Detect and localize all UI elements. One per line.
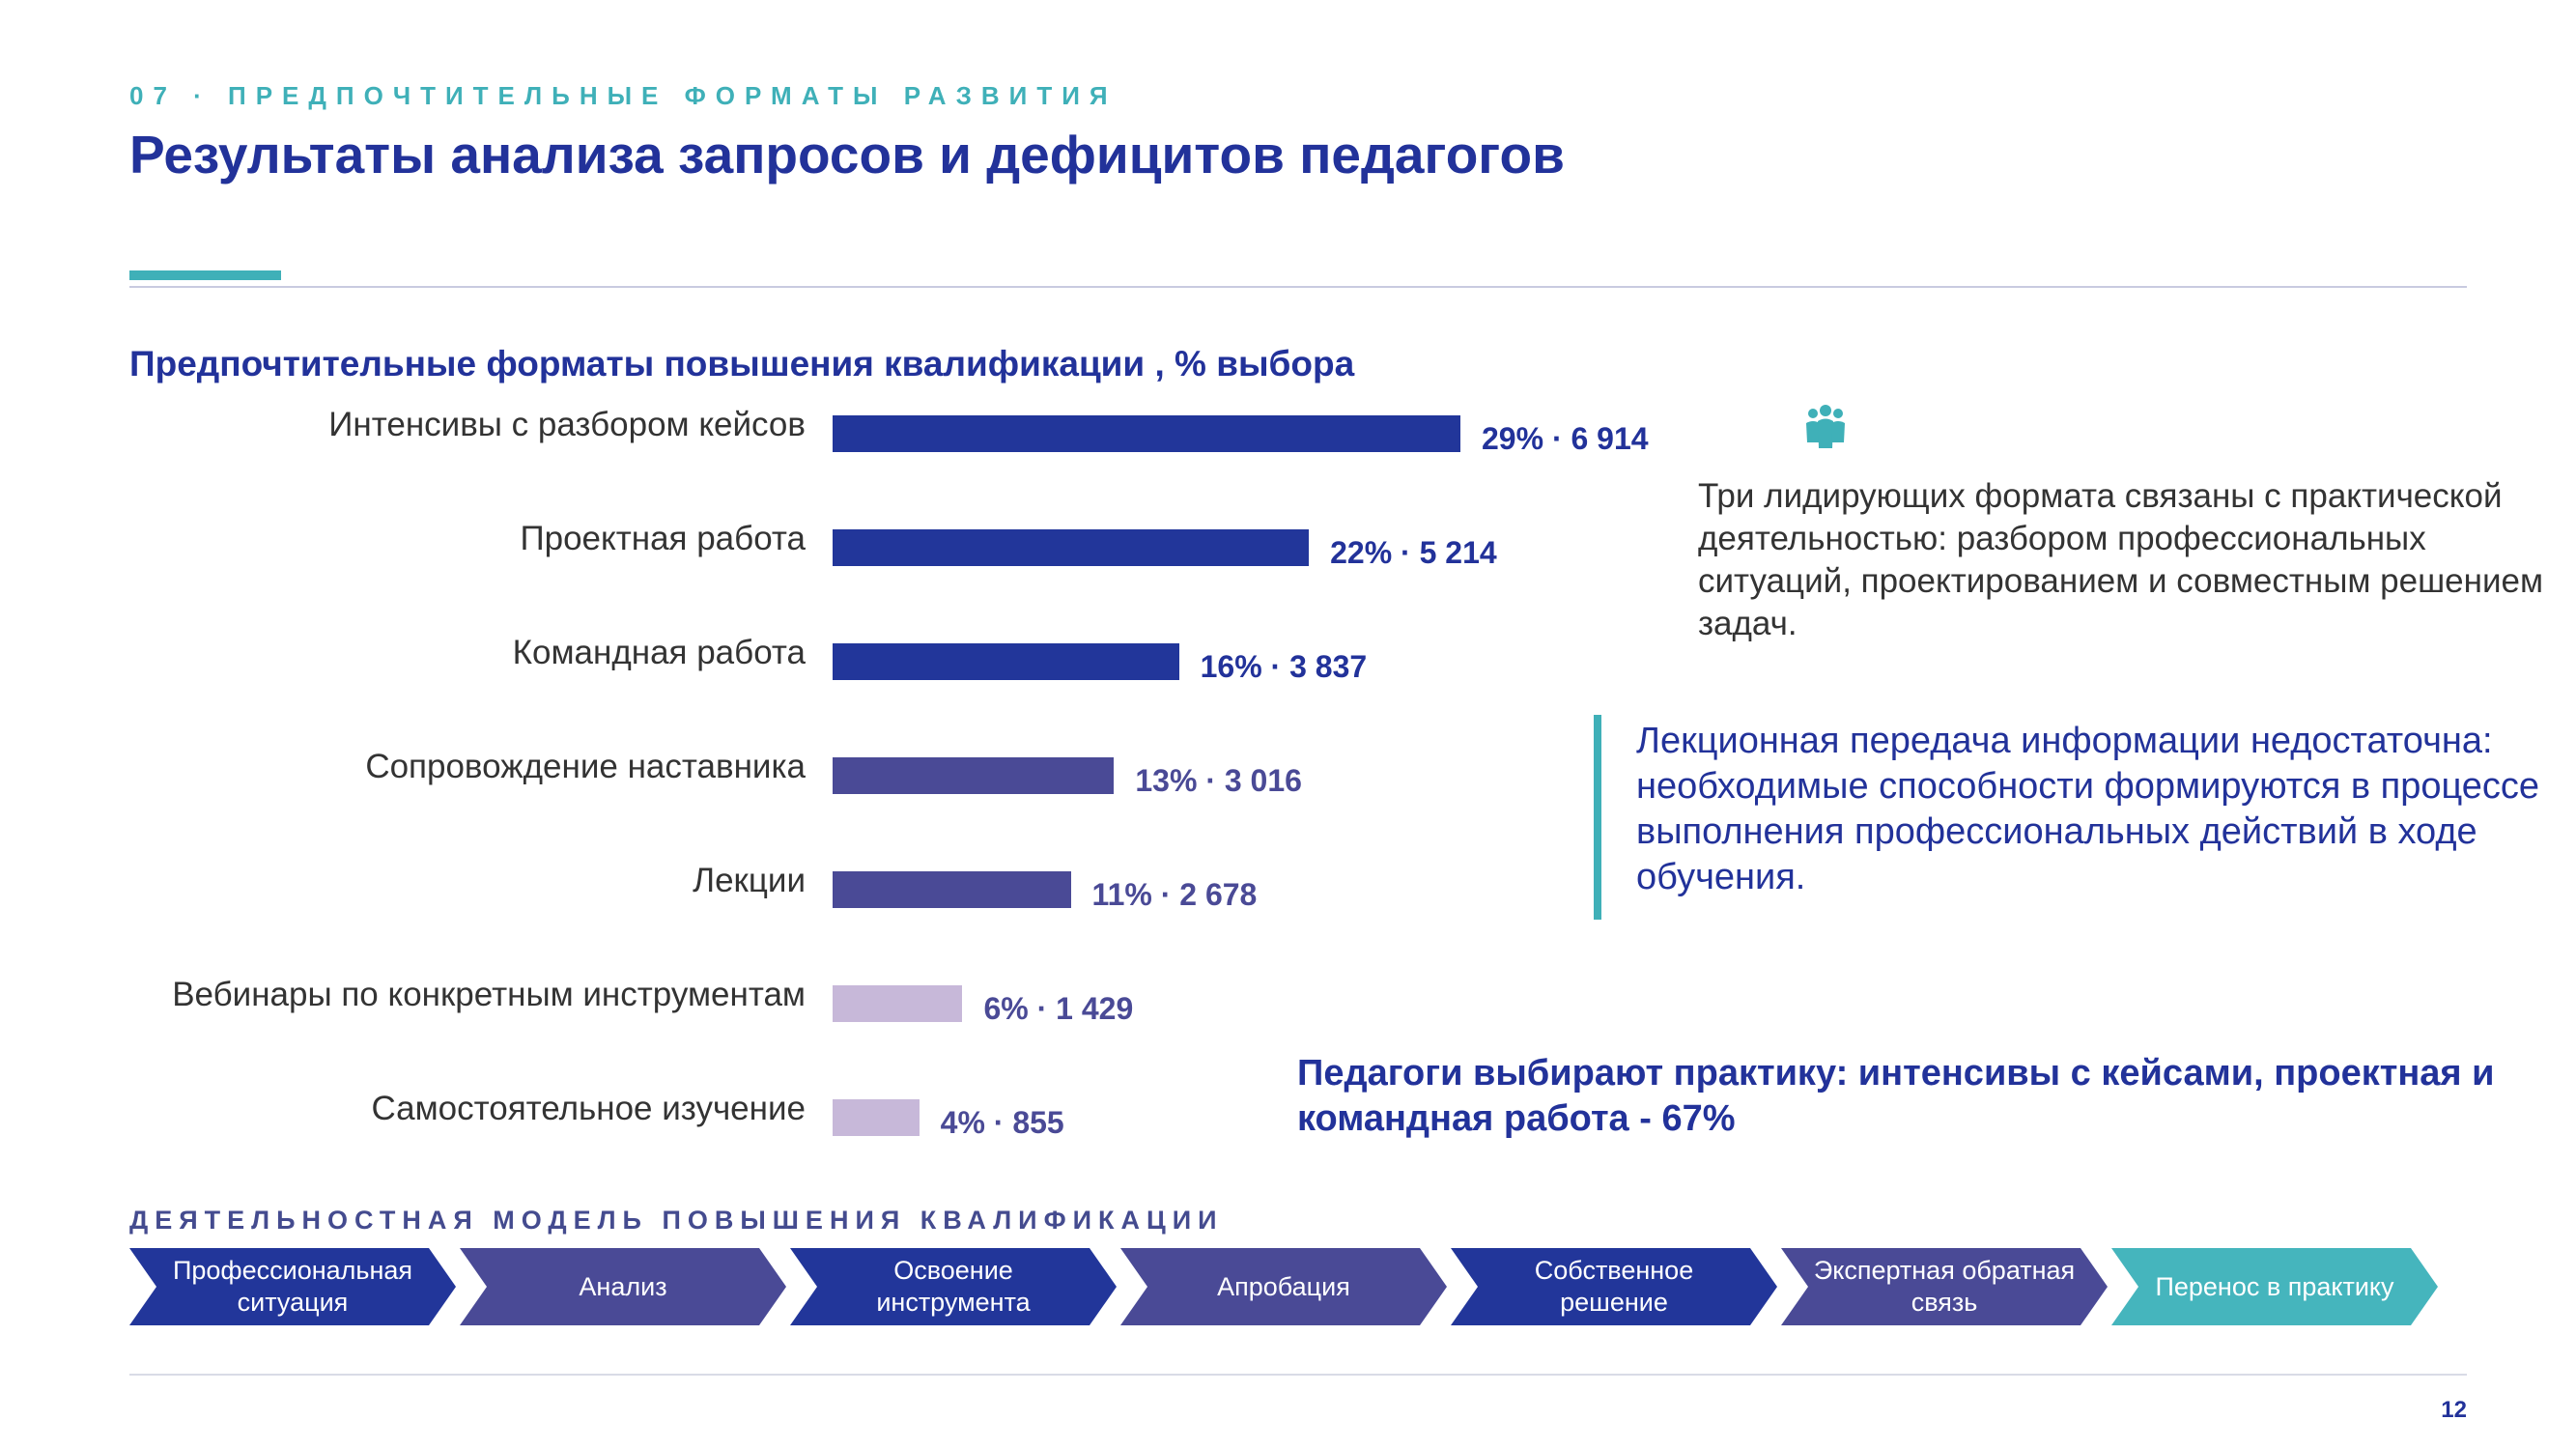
chart-title: Предпочтительные форматы повышения квали… bbox=[129, 344, 1355, 384]
conclusion-text: Педагоги выбирают практику: интенсивы с … bbox=[1297, 1053, 2495, 1139]
category-label: Интенсивы с разбором кейсов bbox=[328, 406, 806, 443]
bar bbox=[833, 529, 1310, 566]
process-step: Профессиональная ситуация bbox=[129, 1248, 456, 1325]
page-number: 12 bbox=[2441, 1397, 2467, 1423]
quote-text: Лекционная передача информации недостато… bbox=[1636, 721, 2540, 897]
process-step-label: Профессиональная ситуация bbox=[172, 1256, 413, 1317]
chevron-shape bbox=[2111, 1248, 2438, 1325]
category-label: Сопровождение наставника bbox=[365, 748, 806, 785]
chevron-shape bbox=[1781, 1248, 2108, 1325]
bar bbox=[833, 1099, 920, 1136]
bar bbox=[833, 985, 963, 1022]
chevron-shape bbox=[790, 1248, 1117, 1325]
process-step-label: Собственное решение bbox=[1534, 1256, 1694, 1317]
page-title: Результаты анализа запросов и дефицитов … bbox=[129, 125, 1565, 185]
process-step: Перенос в практику bbox=[2111, 1248, 2438, 1325]
chevron-shape bbox=[1451, 1248, 1777, 1325]
bar-data-label: 29% · 6 914 bbox=[1482, 421, 1649, 456]
model-title: ДЕЯТЕЛЬНОСТНАЯ МОДЕЛЬ ПОВЫШЕНИЯ КВАЛИФИК… bbox=[129, 1206, 1224, 1235]
title-divider bbox=[129, 286, 2467, 288]
chevron-shape bbox=[129, 1248, 456, 1325]
section-kicker: 07 · ПРЕДПОЧТИТЕЛЬНЫЕ ФОРМАТЫ РАЗВИТИЯ bbox=[129, 81, 1118, 110]
footer-divider bbox=[129, 1374, 2467, 1376]
bar-data-label: 11% · 2 678 bbox=[1091, 877, 1258, 912]
process-step: Апробация bbox=[1120, 1248, 1447, 1325]
insight-text: Три лидирующих формата связаны с практич… bbox=[1698, 477, 2544, 642]
category-label: Самостоятельное изучение bbox=[371, 1090, 806, 1127]
process-step: Экспертная обратная связь bbox=[1781, 1248, 2108, 1325]
process-step-label: Освоение инструмента bbox=[876, 1256, 1031, 1317]
quote-accent-bar bbox=[1594, 715, 1601, 920]
process-step-label: Экспертная обратная связь bbox=[1813, 1256, 2076, 1317]
process-step: Освоение инструмента bbox=[790, 1248, 1117, 1325]
bar bbox=[833, 415, 1460, 452]
bar bbox=[833, 643, 1179, 680]
process-step-label: Апробация bbox=[1217, 1271, 1350, 1301]
category-label: Проектная работа bbox=[520, 520, 806, 557]
process-step: Собственное решение bbox=[1451, 1248, 1777, 1325]
category-label: Командная работа bbox=[512, 634, 806, 671]
process-step: Анализ bbox=[460, 1248, 786, 1325]
bar-data-label: 4% · 855 bbox=[940, 1105, 1064, 1140]
process-step-label: Анализ bbox=[579, 1271, 667, 1301]
category-label: Лекции bbox=[693, 862, 806, 899]
bar-data-label: 16% · 3 837 bbox=[1200, 649, 1368, 684]
people-icon bbox=[1806, 405, 1845, 448]
chevron-shape bbox=[1120, 1248, 1447, 1325]
bar bbox=[833, 871, 1071, 908]
bar bbox=[833, 757, 1115, 794]
category-label: Вебинары по конкретным инструментам bbox=[172, 976, 806, 1013]
bar-data-label: 13% · 3 016 bbox=[1135, 763, 1302, 798]
title-accent-bar bbox=[129, 270, 281, 280]
chevron-shape bbox=[460, 1248, 786, 1325]
bar-data-label: 6% · 1 429 bbox=[983, 991, 1134, 1026]
process-step-label: Перенос в практику bbox=[2155, 1271, 2394, 1301]
bar-data-label: 22% · 5 214 bbox=[1330, 535, 1497, 570]
